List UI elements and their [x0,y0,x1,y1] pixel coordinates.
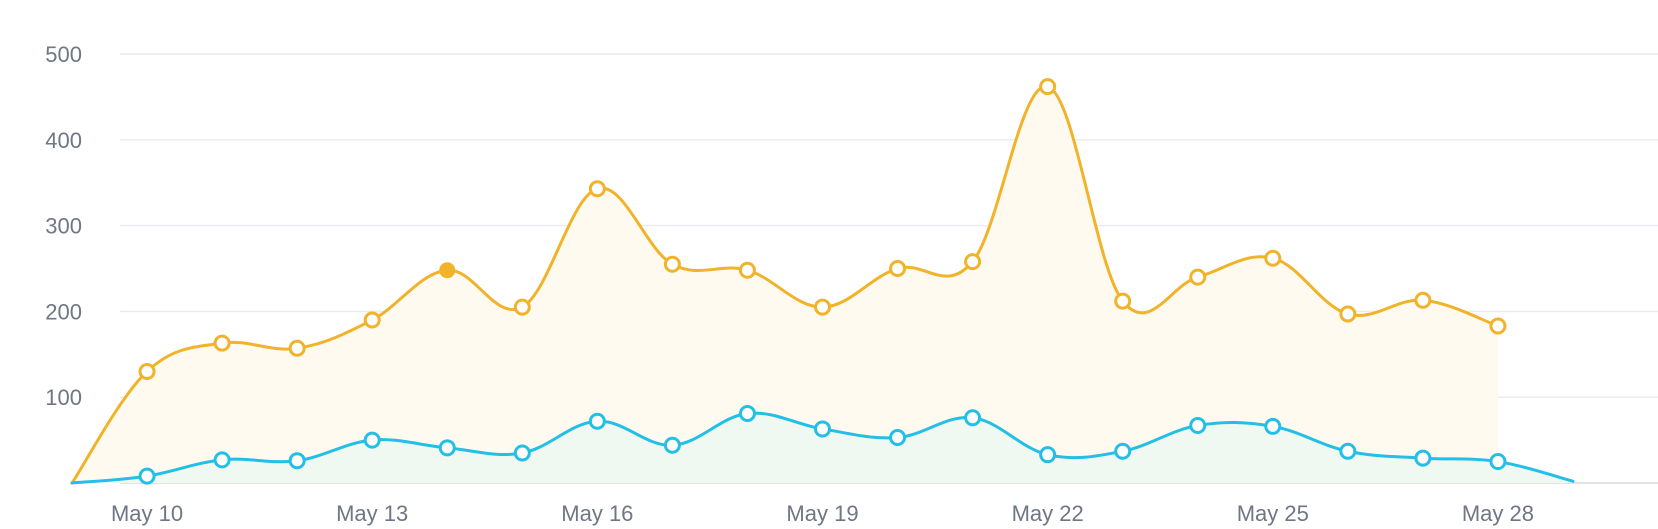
series-0-point[interactable] [1264,249,1282,267]
series-1-point[interactable] [814,420,831,438]
x-tick-label: May 13 [336,501,408,526]
series-0-point-highlighted[interactable] [439,262,456,279]
series-0-point[interactable] [1039,78,1057,96]
label-layer: 100 200 300 400 500 May 10 May 13 May 16 May 19 M… [45,42,1534,526]
series-0-point[interactable] [889,260,907,277]
series-line-0 [70,85,1500,485]
x-tick-label: May 22 [1012,501,1084,526]
series-1-point[interactable] [663,436,681,454]
series-0-point[interactable] [964,253,982,271]
y-tick-label: 400 [45,128,82,153]
series-area-0 [72,86,1498,484]
y-tick-label: 500 [45,42,82,67]
x-tick-label: May 19 [786,501,858,526]
series-1-point[interactable] [1114,442,1132,460]
series-1-point[interactable] [1189,417,1207,435]
point-layer [138,78,1507,485]
series-0-point[interactable] [363,311,381,329]
series-1-point[interactable] [288,452,306,470]
series-0-point[interactable] [1489,317,1507,335]
y-tick-label: 300 [45,214,82,239]
x-tick-label: May 25 [1237,501,1309,526]
series-0-point[interactable] [738,261,756,279]
y-tick-label: 200 [45,299,82,324]
series-1-point[interactable] [138,467,156,485]
series-1-point[interactable] [1414,449,1432,467]
x-tick-label: May 28 [1462,501,1534,526]
x-tick-label: May 10 [111,501,183,526]
series-1-point[interactable] [363,431,381,449]
series-0-point[interactable] [288,339,306,357]
series-0-point[interactable] [1114,292,1132,310]
series-0-point[interactable] [138,362,156,380]
series-1-point[interactable] [1039,446,1057,464]
x-tick-label: May 16 [561,501,633,526]
series-1-point[interactable] [213,451,231,469]
series-0-point[interactable] [1189,268,1207,286]
series-1-point[interactable] [1264,417,1282,435]
series-0-point[interactable] [814,298,831,316]
series-1-point[interactable] [738,405,756,423]
series-1-point[interactable] [1339,442,1357,460]
series-1-point[interactable] [588,412,606,430]
series-1-point[interactable] [964,409,982,427]
series-0-point[interactable] [213,334,231,352]
series-1-point[interactable] [438,439,456,457]
series-1-point[interactable] [889,429,907,447]
series-0-point[interactable] [513,298,531,316]
series-1-point[interactable] [513,444,531,462]
y-tick-label: 100 [45,385,82,410]
series-0-point[interactable] [1339,305,1357,323]
series-1-point[interactable] [1489,453,1507,471]
series-0-point[interactable] [588,180,606,198]
series-0-point[interactable] [663,255,681,273]
series-0-point[interactable] [1414,291,1432,309]
